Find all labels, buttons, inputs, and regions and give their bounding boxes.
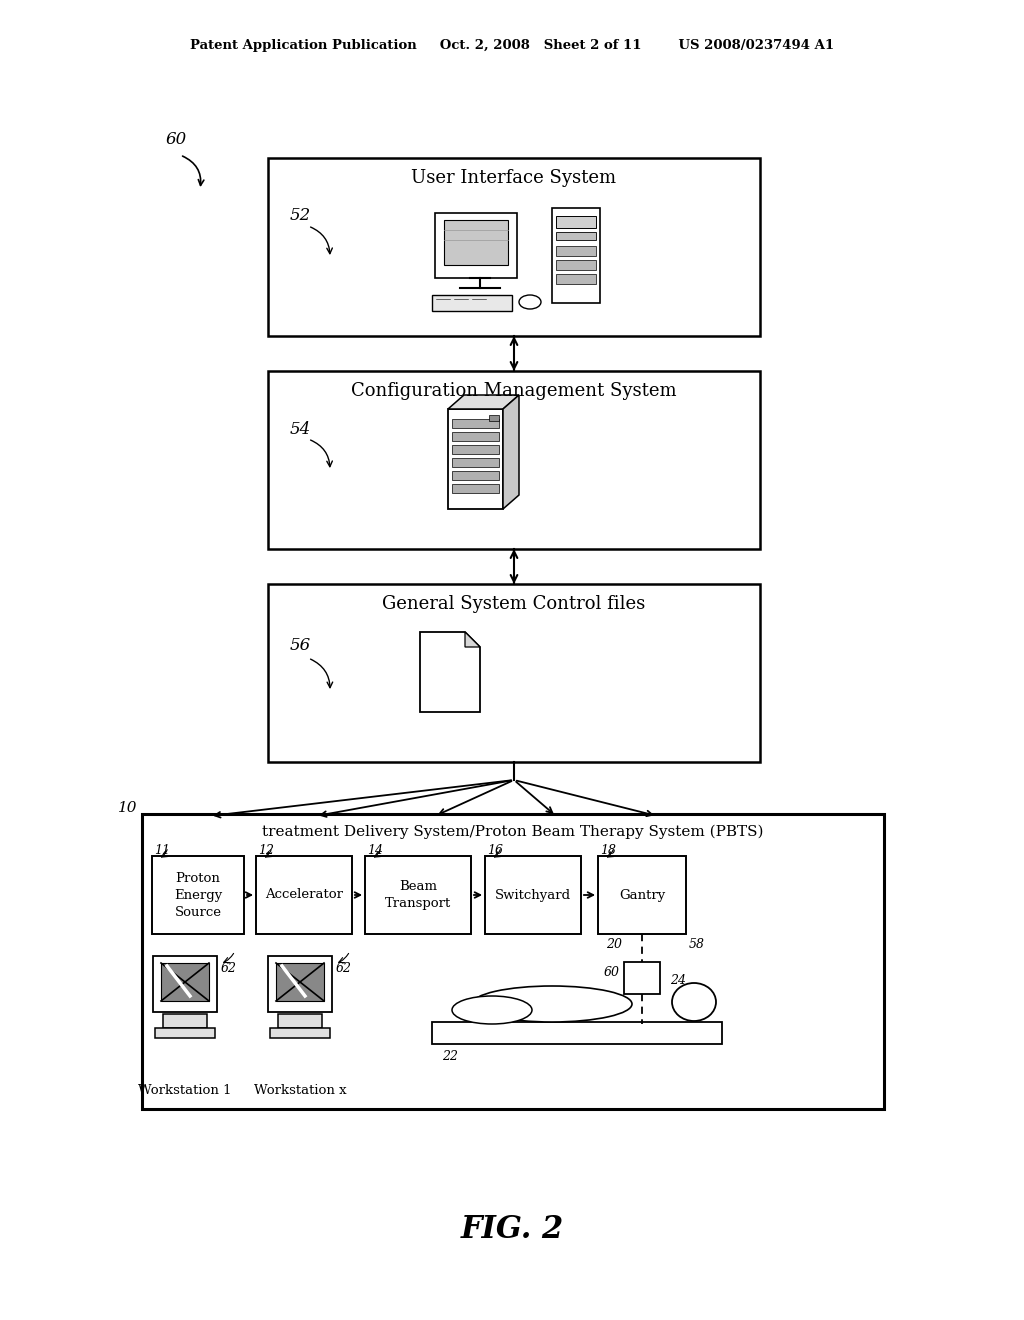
Bar bbox=[155, 1028, 215, 1038]
Text: 60: 60 bbox=[165, 132, 186, 149]
Text: 18: 18 bbox=[600, 843, 616, 857]
Text: User Interface System: User Interface System bbox=[412, 169, 616, 187]
Text: 60: 60 bbox=[604, 965, 620, 978]
Bar bbox=[556, 275, 596, 284]
Text: 16: 16 bbox=[487, 843, 503, 857]
Bar bbox=[278, 1014, 322, 1028]
Text: 62: 62 bbox=[336, 961, 352, 974]
Bar bbox=[432, 1022, 722, 1044]
Bar bbox=[452, 458, 499, 467]
Ellipse shape bbox=[452, 997, 532, 1024]
Text: Workstation 1: Workstation 1 bbox=[138, 1085, 231, 1097]
Ellipse shape bbox=[472, 986, 632, 1022]
Bar bbox=[556, 232, 596, 240]
Bar bbox=[268, 956, 332, 1012]
Bar bbox=[452, 484, 499, 492]
Polygon shape bbox=[465, 632, 480, 647]
Text: 11: 11 bbox=[154, 843, 170, 857]
Bar bbox=[552, 209, 600, 304]
Text: treatment Delivery System/Proton Beam Therapy System (PBTS): treatment Delivery System/Proton Beam Th… bbox=[262, 825, 764, 840]
Bar bbox=[452, 445, 499, 454]
Text: Proton
Energy
Source: Proton Energy Source bbox=[174, 871, 222, 919]
Bar bbox=[256, 855, 352, 935]
Bar bbox=[452, 471, 499, 480]
Bar bbox=[435, 213, 517, 279]
Text: 24: 24 bbox=[670, 974, 686, 986]
Bar bbox=[365, 855, 471, 935]
Text: 20: 20 bbox=[606, 937, 622, 950]
Bar bbox=[556, 216, 596, 228]
Bar bbox=[161, 964, 209, 1001]
Polygon shape bbox=[449, 395, 519, 409]
Bar bbox=[449, 409, 503, 510]
Text: 10: 10 bbox=[118, 801, 137, 814]
Text: 22: 22 bbox=[442, 1049, 458, 1063]
Text: Switchyard: Switchyard bbox=[495, 888, 571, 902]
Bar bbox=[452, 418, 499, 428]
Text: 14: 14 bbox=[367, 843, 383, 857]
Bar bbox=[624, 962, 660, 994]
Text: 58: 58 bbox=[689, 937, 705, 950]
Bar bbox=[556, 260, 596, 271]
Text: 62: 62 bbox=[221, 961, 237, 974]
Bar bbox=[152, 855, 244, 935]
Bar bbox=[276, 964, 324, 1001]
Bar bbox=[142, 814, 884, 1109]
Ellipse shape bbox=[672, 983, 716, 1020]
Polygon shape bbox=[420, 632, 480, 711]
Text: Patent Application Publication     Oct. 2, 2008   Sheet 2 of 11        US 2008/0: Patent Application Publication Oct. 2, 2… bbox=[189, 38, 835, 51]
Text: 54: 54 bbox=[290, 421, 311, 437]
Ellipse shape bbox=[519, 294, 541, 309]
Bar bbox=[153, 956, 217, 1012]
Bar bbox=[489, 414, 499, 421]
Text: Beam
Transport: Beam Transport bbox=[385, 880, 452, 909]
Polygon shape bbox=[503, 395, 519, 510]
Text: Configuration Management System: Configuration Management System bbox=[351, 381, 677, 400]
Bar bbox=[163, 1014, 207, 1028]
Text: General System Control files: General System Control files bbox=[382, 595, 645, 612]
Text: 52: 52 bbox=[290, 207, 311, 224]
Bar bbox=[598, 855, 686, 935]
Bar bbox=[452, 432, 499, 441]
Bar bbox=[268, 583, 760, 762]
Bar bbox=[268, 158, 760, 337]
Text: Accelerator: Accelerator bbox=[265, 888, 343, 902]
Bar bbox=[444, 220, 508, 265]
Text: Workstation x: Workstation x bbox=[254, 1085, 346, 1097]
Bar bbox=[268, 371, 760, 549]
Text: 56: 56 bbox=[290, 638, 311, 655]
Bar bbox=[556, 246, 596, 256]
Text: FIG. 2: FIG. 2 bbox=[461, 1214, 563, 1246]
Text: Gantry: Gantry bbox=[618, 888, 666, 902]
Bar bbox=[485, 855, 581, 935]
Text: 12: 12 bbox=[258, 843, 274, 857]
Bar bbox=[270, 1028, 330, 1038]
Bar bbox=[432, 294, 512, 312]
